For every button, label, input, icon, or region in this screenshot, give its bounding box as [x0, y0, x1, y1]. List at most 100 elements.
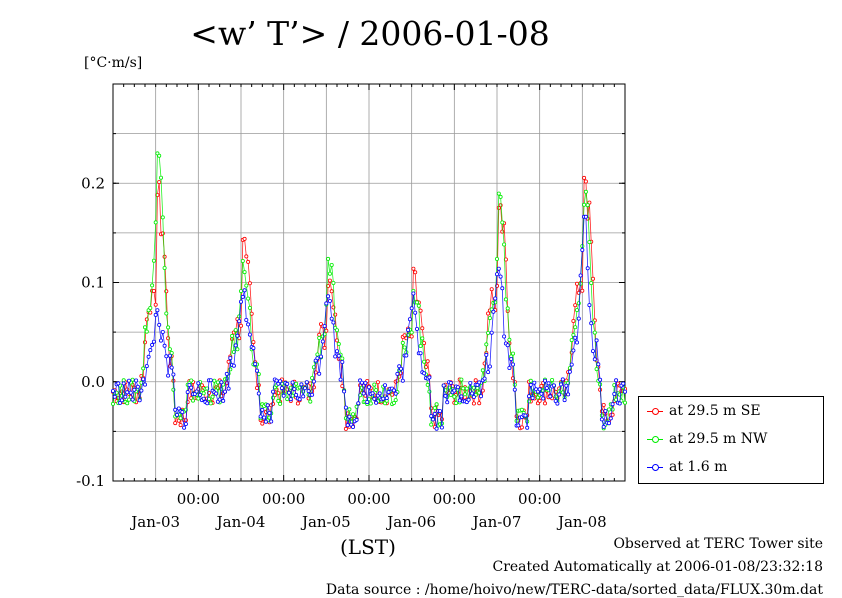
data-point [167, 347, 172, 352]
data-point [418, 351, 423, 356]
data-point [238, 289, 243, 294]
data-point [532, 380, 537, 385]
legend-label: at 29.5 m SE [669, 403, 761, 419]
data-point [162, 265, 167, 270]
data-point [589, 321, 594, 326]
data-point [315, 356, 320, 361]
data-point [494, 272, 499, 277]
data-point [201, 396, 206, 401]
data-point [173, 407, 178, 412]
data-point [164, 354, 169, 359]
data-point [454, 401, 459, 406]
data-point [331, 280, 336, 285]
data-point [607, 407, 612, 412]
data-point [326, 294, 331, 299]
data-point [573, 325, 578, 330]
data-point [111, 401, 116, 406]
data-point [244, 283, 249, 288]
data-point [155, 308, 160, 313]
data-point [582, 175, 587, 180]
y-tick-label: 0.1 [81, 274, 105, 292]
data-point [150, 342, 155, 347]
data-point [498, 203, 503, 208]
data-point [432, 405, 437, 410]
data-source-note: Data source : /home/hoivo/new/TERC-data/… [325, 582, 823, 598]
data-point [466, 397, 471, 402]
data-point [160, 215, 165, 220]
data-point [306, 389, 311, 394]
data-point [422, 359, 427, 364]
data-point [171, 372, 176, 377]
data-point [430, 417, 435, 422]
data-point [537, 398, 542, 403]
data-point [308, 399, 313, 404]
data-point [359, 380, 364, 385]
data-point [258, 414, 263, 419]
data-point [573, 303, 578, 308]
data-point [160, 231, 165, 236]
data-point [418, 343, 423, 348]
data-point [251, 340, 256, 345]
data-point [269, 419, 274, 424]
data-point [617, 401, 622, 406]
legend: at 29.5 m SE at 29.5 m NW at 1.6 m [638, 396, 824, 484]
data-point [541, 396, 546, 401]
data-point [614, 378, 619, 383]
data-point [139, 388, 144, 393]
data-point [134, 378, 139, 383]
data-point [610, 402, 615, 407]
data-point [493, 296, 498, 301]
data-point [519, 425, 524, 430]
data-point [263, 419, 268, 424]
data-point [566, 392, 571, 397]
data-point [571, 332, 576, 337]
data-point [569, 362, 574, 367]
data-point [583, 189, 588, 194]
data-point [254, 368, 259, 373]
data-point [523, 413, 528, 418]
data-point [118, 400, 123, 405]
data-point [153, 220, 158, 225]
data-point [414, 300, 419, 305]
data-point [189, 385, 194, 390]
data-point [482, 376, 487, 381]
data-point [221, 398, 226, 403]
data-point [196, 381, 201, 386]
data-point [169, 365, 174, 370]
data-point [135, 384, 140, 389]
data-point [112, 394, 117, 399]
data-point [318, 354, 323, 359]
data-point [342, 389, 347, 394]
data-point [285, 397, 290, 402]
data-point [334, 328, 339, 333]
data-point [544, 386, 549, 391]
data-point [414, 326, 419, 331]
data-point [370, 391, 375, 396]
data-point [484, 342, 489, 347]
data-point [265, 403, 270, 408]
data-point [233, 343, 238, 348]
data-point [310, 375, 315, 380]
data-point [151, 288, 156, 293]
data-point [487, 316, 492, 321]
data-point [418, 308, 423, 313]
data-point [329, 316, 334, 321]
data-point [260, 407, 265, 412]
data-point [477, 401, 482, 406]
data-point [573, 335, 578, 340]
data-point [509, 357, 514, 362]
data-point [596, 362, 601, 367]
data-point [393, 391, 398, 396]
data-point [592, 357, 597, 362]
data-point [413, 310, 418, 315]
data-point [516, 423, 521, 428]
data-point [174, 412, 179, 417]
data-point [550, 377, 555, 382]
data-point [422, 371, 427, 376]
data-point [180, 410, 185, 415]
data-point [334, 349, 339, 354]
data-point [589, 281, 594, 286]
data-point [575, 281, 580, 286]
data-point [192, 392, 197, 397]
